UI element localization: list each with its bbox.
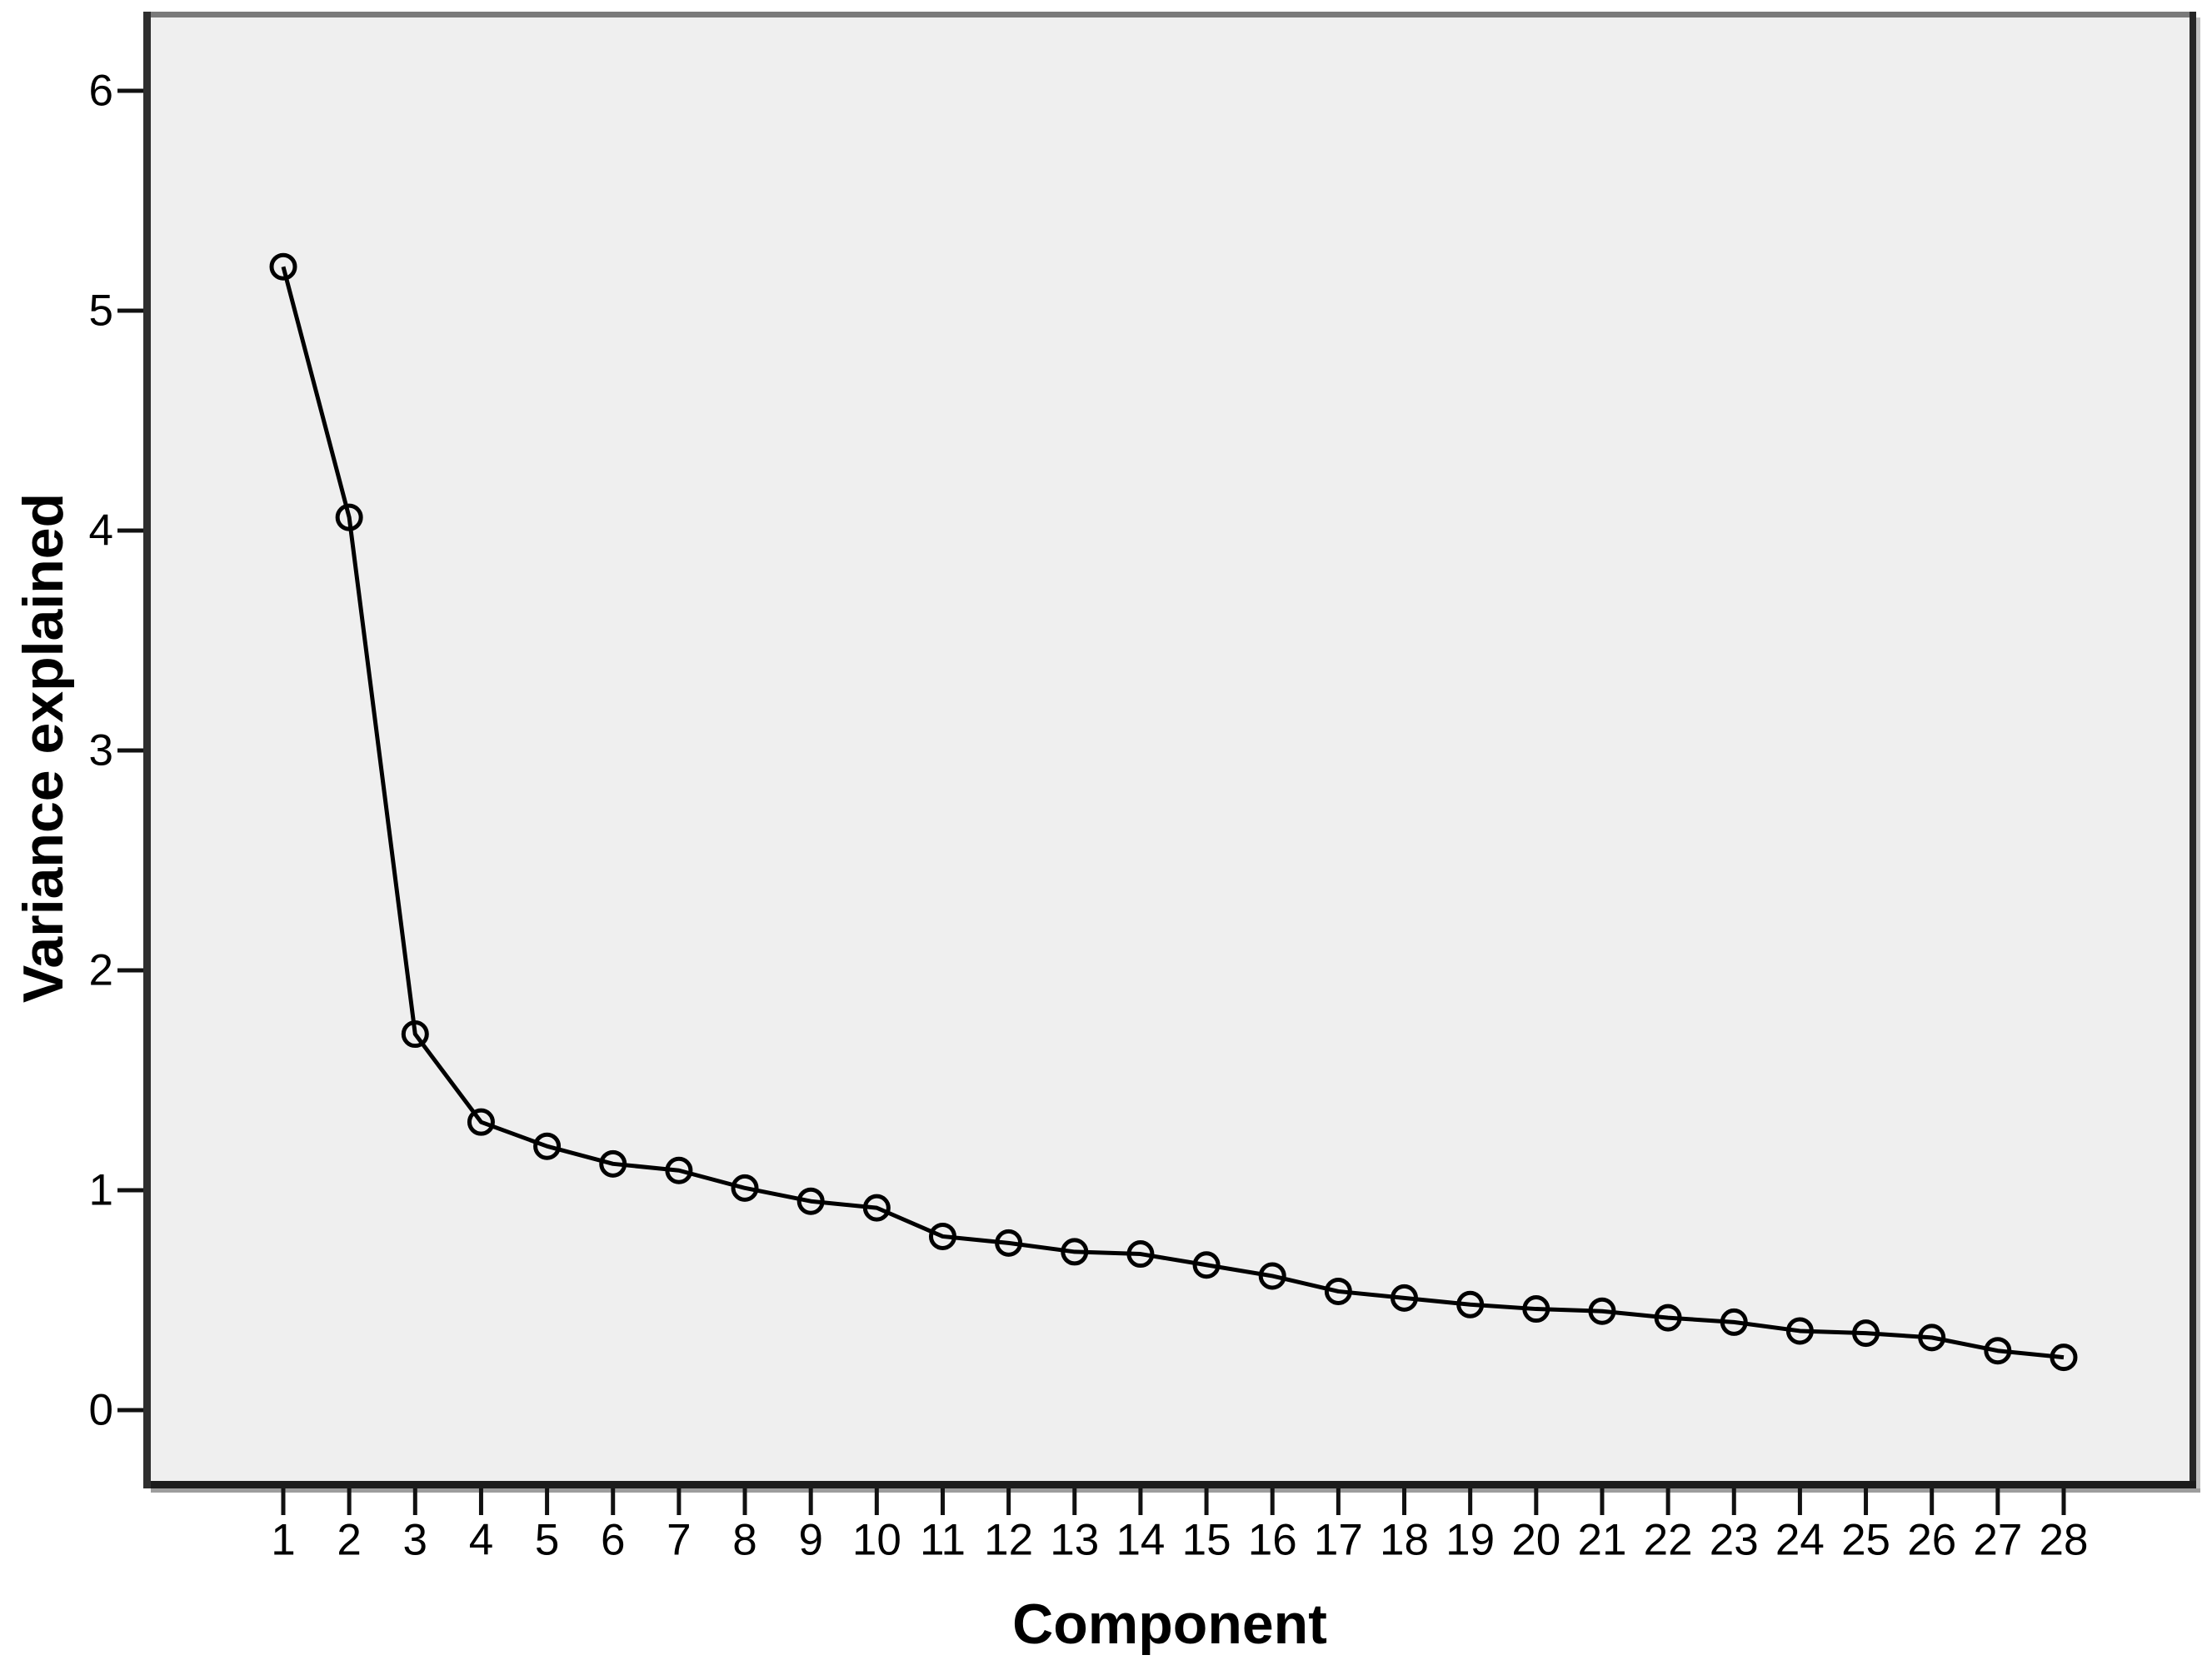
x-tick-label: 23	[1710, 1516, 1759, 1565]
x-tick-label: 15	[1182, 1516, 1231, 1565]
x-tick-label: 16	[1248, 1516, 1297, 1565]
data-point	[1984, 1337, 2012, 1365]
x-tick-label: 4	[469, 1516, 493, 1565]
plot-bottom-border	[143, 1481, 2196, 1488]
plot-bottom-shadow	[151, 1488, 2200, 1493]
x-axis-title: Component	[1012, 1593, 1327, 1656]
data-point	[1522, 1295, 1550, 1324]
series-line	[281, 266, 2065, 1360]
data-point	[1258, 1262, 1286, 1290]
x-tick-label: 18	[1380, 1516, 1429, 1565]
x-tick-label: 24	[1775, 1516, 1825, 1565]
data-point	[862, 1194, 891, 1222]
data-point	[1720, 1308, 1748, 1336]
data-point	[1785, 1317, 1814, 1345]
data-point	[1852, 1319, 1880, 1348]
data-point	[1654, 1304, 1682, 1332]
y-axis-title: Variance explained	[12, 493, 75, 1003]
plot-area	[151, 17, 2190, 1481]
x-tick-label: 8	[732, 1516, 756, 1565]
data-point	[665, 1156, 693, 1184]
data-point	[928, 1222, 956, 1250]
data-point	[401, 1020, 429, 1049]
data-point	[1126, 1240, 1155, 1269]
data-point	[1324, 1277, 1352, 1305]
data-point	[1391, 1284, 1419, 1312]
x-tick-label: 26	[1907, 1516, 1956, 1565]
y-tick-label: 1	[89, 1166, 113, 1215]
y-tick-label: 6	[89, 67, 113, 116]
x-tick-label: 17	[1314, 1516, 1363, 1565]
x-tick-label: 25	[1841, 1516, 1890, 1565]
plot-layer	[143, 12, 2200, 1493]
data-point	[467, 1108, 495, 1136]
x-tick-label: 2	[337, 1516, 361, 1565]
x-tick-label: 6	[601, 1516, 625, 1565]
data-point	[599, 1149, 627, 1178]
y-tick-label: 3	[89, 726, 113, 775]
x-tick-label: 21	[1577, 1516, 1626, 1565]
y-tick-label: 4	[89, 506, 113, 556]
x-tick-label: 27	[1973, 1516, 2022, 1565]
x-tick-label: 7	[667, 1516, 691, 1565]
x-tick-label: 9	[798, 1516, 822, 1565]
x-tick-label: 11	[920, 1516, 966, 1565]
x-tick-label: 14	[1116, 1516, 1165, 1565]
x-tick-label: 13	[1050, 1516, 1099, 1565]
x-tick-label: 1	[271, 1516, 295, 1565]
x-tick-label: 5	[535, 1516, 559, 1565]
x-tick-label: 3	[403, 1516, 427, 1565]
data-point	[1456, 1290, 1485, 1319]
data-point	[995, 1229, 1023, 1257]
data-point	[269, 252, 297, 281]
data-point	[1192, 1251, 1221, 1279]
data-point	[335, 503, 363, 531]
x-tick-label: 20	[1511, 1516, 1560, 1565]
x-tick-label: 19	[1446, 1516, 1495, 1565]
y-tick-label: 5	[89, 287, 113, 336]
x-tick-label: 22	[1644, 1516, 1693, 1565]
y-tick-label: 2	[89, 946, 113, 995]
data-point	[1918, 1324, 1946, 1352]
plot-right-shadow	[2196, 17, 2200, 1492]
data-point	[533, 1132, 562, 1160]
y-tick-label: 0	[89, 1386, 113, 1435]
data-point	[731, 1174, 759, 1202]
data-point	[1588, 1297, 1616, 1325]
plot-top-border	[143, 12, 2196, 17]
y-axis-line	[143, 12, 151, 1488]
plot-right-border	[2190, 12, 2196, 1488]
data-point	[1061, 1238, 1089, 1266]
x-tick-label: 10	[852, 1516, 901, 1565]
series-layer	[269, 252, 2078, 1372]
x-tick-label: 12	[984, 1516, 1033, 1565]
data-point	[796, 1187, 825, 1215]
x-tick-label: 28	[2040, 1516, 2089, 1565]
data-point	[2050, 1343, 2078, 1372]
